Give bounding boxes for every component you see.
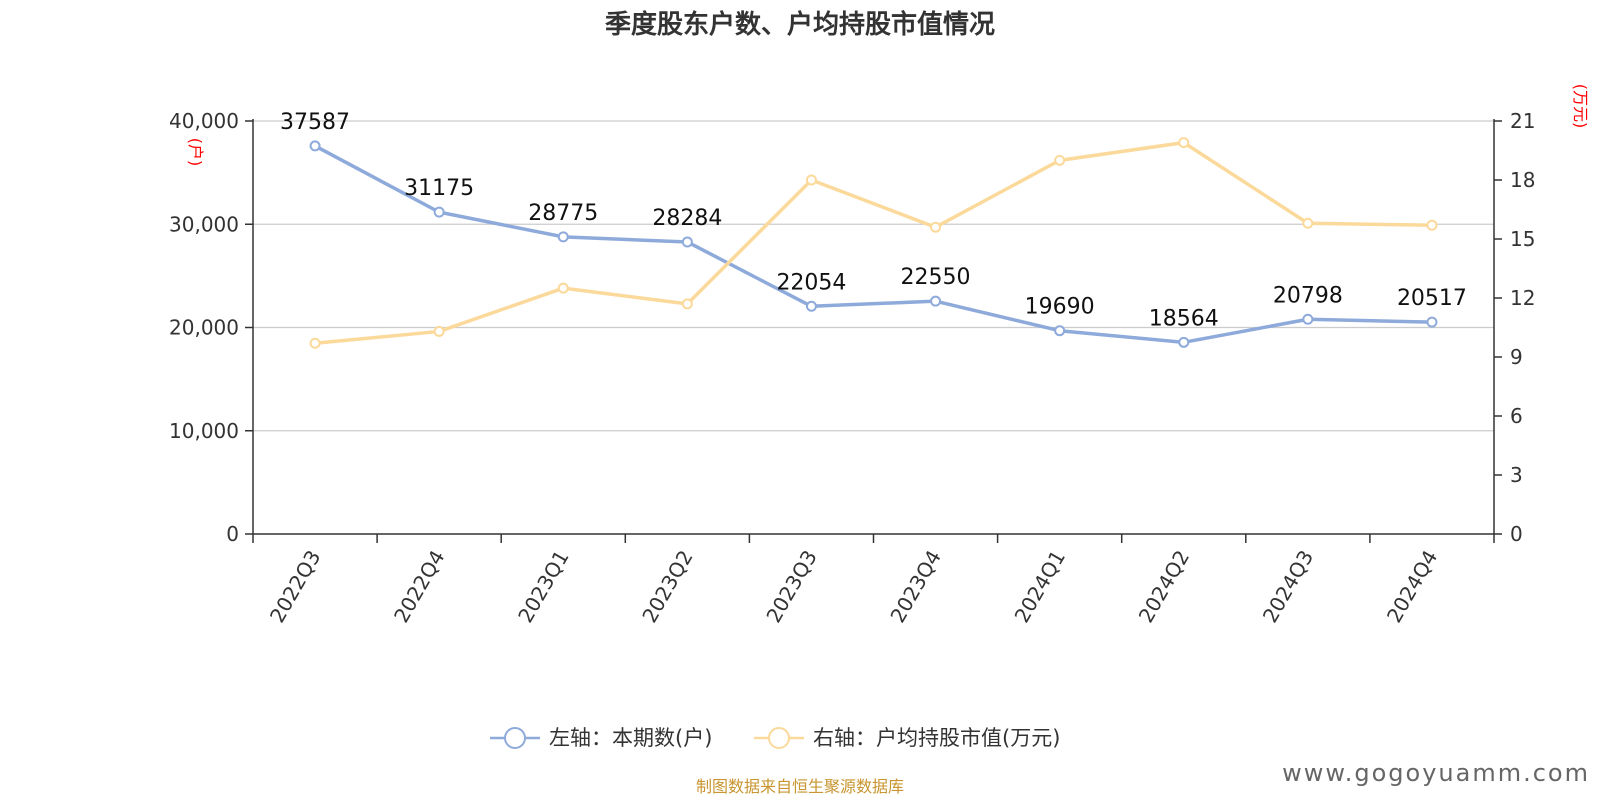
legend-circle-icon (504, 727, 526, 749)
right-tick-label: 6 (1510, 404, 1523, 428)
data-label: 31175 (404, 176, 474, 201)
left-series-point (309, 140, 321, 152)
right-tick-label: 12 (1510, 286, 1535, 310)
right-tick-label: 0 (1510, 522, 1523, 546)
right-series-point (1054, 154, 1066, 166)
right-series-point (681, 298, 693, 310)
right-tick-label: 9 (1510, 345, 1523, 369)
source-note: 制图数据来自恒生聚源数据库 (696, 777, 904, 796)
legend-label-right: 右轴：户均持股市值(万元) (813, 726, 1060, 750)
watermark: www.gogoyuamm.com (1282, 759, 1590, 787)
left-series-line (313, 144, 1434, 345)
left-series-point (433, 206, 445, 218)
data-label: 28775 (528, 201, 598, 226)
right-series-point (1426, 219, 1438, 231)
left-series-point (1302, 313, 1314, 325)
axes: 0 10,000 20,000 30,000 40,000 0 3 6 9 12 15 18 21 202… (169, 109, 1535, 627)
right-tick-label: 18 (1510, 168, 1535, 192)
right-series-point (805, 174, 817, 186)
left-series-point (1054, 325, 1066, 337)
x-category-label: 2023Q4 (885, 546, 945, 627)
right-series-point (433, 325, 445, 337)
right-series-point (1178, 137, 1190, 149)
left-series-point (557, 231, 569, 243)
right-tick-label: 21 (1510, 109, 1535, 133)
x-category-label: 2024Q4 (1382, 546, 1442, 627)
left-axis-unit: (户) (186, 138, 205, 167)
right-tick-label: 15 (1510, 227, 1535, 251)
x-category-label: 2022Q4 (389, 546, 449, 627)
x-category-label: 2023Q3 (761, 546, 821, 627)
left-tick-label: 0 (226, 522, 239, 546)
data-label: 19690 (1025, 295, 1095, 320)
legend-label-left: 左轴：本期数(户) (549, 726, 712, 750)
data-label: 28284 (652, 206, 722, 231)
data-label: 20798 (1273, 283, 1343, 308)
grid (253, 120, 1494, 432)
right-series-point (930, 221, 942, 233)
data-label: 20517 (1397, 286, 1467, 311)
left-tick-label: 20,000 (169, 316, 239, 340)
x-category-label: 2022Q3 (265, 546, 325, 627)
x-category-label: 2023Q1 (513, 546, 573, 627)
right-series-point (1302, 217, 1314, 229)
legend-circle-icon (768, 727, 790, 749)
right-series-point (309, 337, 321, 349)
left-series-point (930, 295, 942, 307)
left-series-point (1178, 336, 1190, 348)
data-label: 22054 (776, 270, 846, 295)
x-category-label: 2024Q2 (1134, 546, 1194, 627)
right-series-line (313, 140, 1434, 345)
data-label: 18564 (1149, 306, 1219, 331)
x-category-label: 2023Q2 (637, 546, 697, 627)
x-category-label: 2024Q3 (1258, 546, 1318, 627)
right-axis-unit: (万元) (1571, 84, 1590, 129)
left-tick-label: 10,000 (169, 419, 239, 443)
left-series-point (681, 236, 693, 248)
left-tick-label: 30,000 (169, 212, 239, 236)
legend[interactable]: 左轴：本期数(户) 右轴：户均持股市值(万元) (490, 726, 1060, 750)
left-tick-label: 40,000 (169, 109, 239, 133)
legend-item-right-series[interactable]: 右轴：户均持股市值(万元) (754, 726, 1060, 750)
x-category-label: 2024Q1 (1010, 546, 1070, 627)
data-label: 22550 (901, 265, 971, 290)
series (309, 137, 1438, 349)
data-label: 37587 (280, 110, 350, 135)
left-series-point (1426, 316, 1438, 328)
right-series-point (557, 282, 569, 294)
chart-title: 季度股东户数、户均持股市值情况 (605, 9, 995, 40)
left-series-point (805, 300, 817, 312)
legend-item-left-series[interactable]: 左轴：本期数(户) (490, 726, 712, 750)
data-labels: 37587 31175 28775 28284 22054 22550 19690 18564… (280, 110, 1467, 331)
right-tick-label: 3 (1510, 463, 1523, 487)
